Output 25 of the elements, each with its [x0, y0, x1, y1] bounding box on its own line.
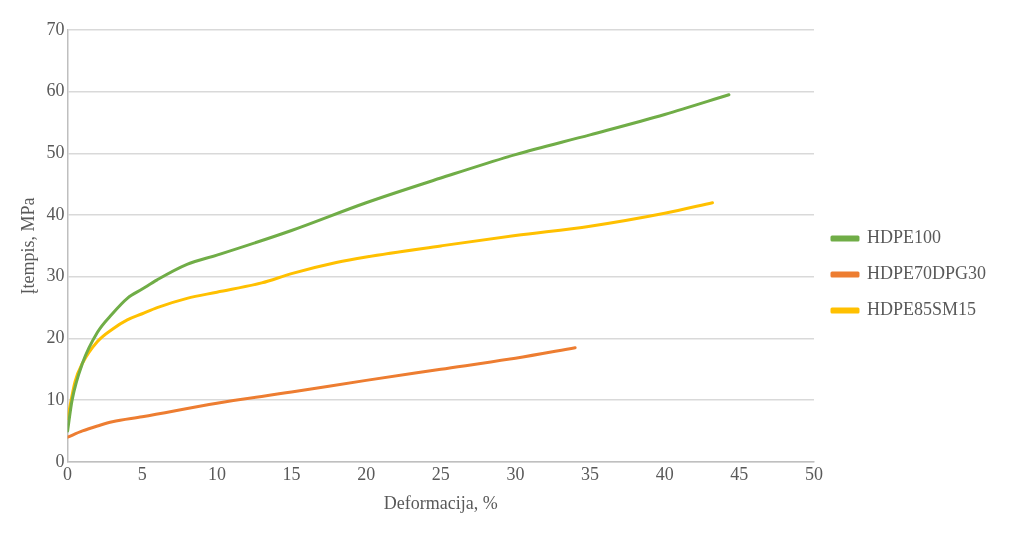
legend-label: HDPE70DPG30	[866, 263, 986, 284]
x-tick-label: 15	[282, 464, 301, 485]
y-tick-label: 70	[46, 18, 65, 39]
y-axis-title: Įtempis, MPa	[17, 197, 38, 295]
x-tick-label: 45	[730, 464, 749, 485]
x-axis-title: Deformacija, %	[383, 492, 498, 513]
line-series	[67, 93, 731, 433]
y-tick-label: 60	[46, 80, 65, 101]
x-tick-label: 10	[207, 464, 226, 485]
y-tick-label: 50	[46, 142, 65, 163]
legend-label: HDPE85SM15	[866, 299, 977, 320]
line-series	[67, 346, 577, 439]
y-tick-label: 40	[46, 203, 65, 224]
y-tick-label: 20	[46, 327, 65, 348]
x-tick-label: 25	[431, 464, 450, 485]
x-tick-label: 50	[804, 464, 823, 485]
legend-label: HDPE100	[866, 227, 941, 248]
x-tick-label: 30	[506, 464, 525, 485]
y-tick-label: 0	[55, 450, 65, 471]
x-tick-label: 40	[655, 464, 674, 485]
x-tick-label: 20	[357, 464, 376, 485]
x-tick-label: 5	[137, 464, 147, 485]
y-tick-label: 10	[46, 388, 65, 409]
y-tick-label: 30	[46, 265, 65, 286]
x-tick-label: 35	[581, 464, 600, 485]
